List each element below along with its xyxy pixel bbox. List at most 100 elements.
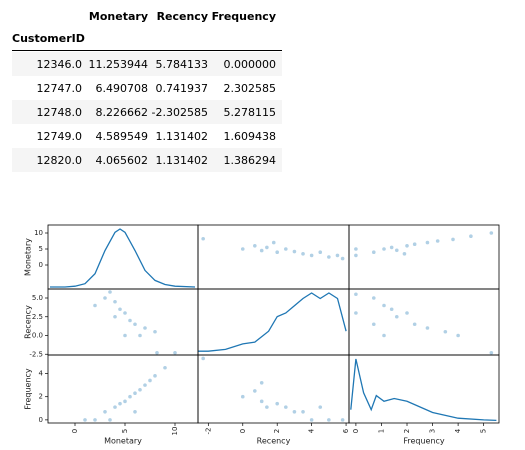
row-index: 12748.0	[36, 106, 83, 119]
table-cell: 8.226662	[95, 106, 149, 119]
scatter-point	[83, 418, 87, 422]
x-tick-label: 0	[352, 429, 360, 433]
scatter-point	[405, 244, 409, 248]
table-cell: 4.589549	[95, 130, 149, 143]
scatter-point	[153, 329, 157, 334]
column-header: Recency	[156, 10, 208, 23]
scatter-point	[123, 399, 127, 404]
x-tick-label: 3	[429, 429, 437, 433]
scatter-point	[275, 401, 280, 406]
scatter-point	[354, 247, 358, 251]
scatter-point	[138, 387, 142, 392]
x-axis-label: Recency	[257, 437, 291, 446]
scatter-point	[259, 381, 264, 385]
scatter-point	[412, 322, 417, 327]
scatter-point	[354, 253, 358, 258]
row-index: 12747.0	[36, 82, 83, 95]
scatter-point	[327, 418, 331, 422]
table-row	[12, 148, 282, 172]
scatter-point	[425, 240, 430, 245]
scatter-point	[133, 409, 137, 414]
table-cell: 4.065602	[95, 154, 149, 167]
scatter-point	[253, 244, 257, 248]
scatter-point	[412, 242, 417, 246]
scatter-point	[292, 249, 297, 254]
scatter-point	[108, 418, 112, 422]
y-axis-label: Frequency	[24, 368, 33, 410]
scatter-point	[284, 247, 288, 251]
scatter-point	[469, 234, 473, 238]
panel-frame	[348, 224, 500, 290]
x-tick-label: 0	[71, 429, 79, 433]
x-axis-label: Monetary	[104, 437, 142, 446]
table-cell: 1.609438	[223, 130, 277, 143]
scatter-point	[301, 252, 305, 256]
scatter-point	[163, 365, 167, 370]
panel-frame	[197, 354, 350, 424]
table-row	[12, 52, 282, 76]
scatter-point	[133, 322, 137, 327]
y-tick-label: 0	[39, 261, 43, 269]
scatter-point	[143, 326, 147, 330]
scatter-point	[138, 333, 142, 338]
x-tick-label: 4	[454, 428, 462, 433]
table-cell: 1.386294	[223, 154, 277, 167]
panel-frame	[348, 288, 500, 356]
density-curve	[50, 228, 196, 288]
scatter-point	[284, 405, 288, 409]
panel-frame	[47, 288, 199, 356]
scatter-point	[327, 255, 331, 259]
scatter-point	[113, 314, 117, 319]
scatter-point	[271, 240, 276, 245]
row-index: 12749.0	[36, 130, 83, 143]
x-tick-label: 10	[171, 427, 179, 436]
panel-frame	[348, 354, 500, 424]
scatter-point	[456, 333, 460, 338]
scatter-point	[340, 256, 345, 261]
scatter-point	[371, 296, 376, 300]
y-tick-label: 5	[39, 245, 43, 253]
scatter-point	[275, 250, 280, 254]
scatter-point	[301, 409, 305, 414]
y-axis-label: Monetary	[24, 238, 33, 276]
scatter-point	[371, 250, 376, 254]
row-index: 12820.0	[36, 154, 83, 167]
header-rule	[12, 50, 282, 51]
column-header: Frequency	[211, 10, 276, 23]
table-cell: 1.131402	[155, 130, 209, 143]
table-cell: 6.490708	[95, 82, 149, 95]
y-tick-label: 0	[39, 416, 43, 424]
scatter-point	[133, 391, 137, 396]
scatter-point	[173, 350, 177, 355]
scatter-point	[451, 237, 455, 242]
scatter-point	[489, 231, 494, 235]
scatter-point	[103, 409, 107, 414]
density-curve	[350, 358, 497, 422]
scatter-point	[123, 311, 127, 315]
x-tick-label: 5	[121, 429, 129, 433]
scatter-point	[143, 383, 147, 387]
scatter-point	[443, 329, 448, 334]
scatter-point	[103, 296, 107, 300]
x-tick-label: 2	[273, 429, 281, 433]
y-tick-label: 2	[39, 393, 43, 401]
scatter-point	[93, 418, 97, 422]
x-tick-label: 4	[308, 428, 316, 433]
scatter-point	[265, 405, 269, 409]
x-tick-label: 2	[403, 429, 411, 433]
panel-frame	[47, 224, 199, 290]
x-tick-label: 1	[377, 429, 385, 433]
scatter-point	[340, 418, 345, 422]
scatter-point	[394, 314, 399, 319]
scatter-point	[128, 394, 132, 399]
scatter-point	[240, 394, 245, 399]
y-tick-label: 2.5	[32, 313, 43, 321]
y-tick-label: 0.0	[32, 332, 43, 340]
scatter-point	[309, 418, 314, 422]
table-cell: 2.302585	[223, 82, 277, 95]
x-axis-label: Frequency	[403, 437, 445, 446]
scatter-point	[435, 239, 440, 243]
scatter-point	[108, 290, 112, 294]
y-tick-label: -2.5	[29, 350, 43, 358]
